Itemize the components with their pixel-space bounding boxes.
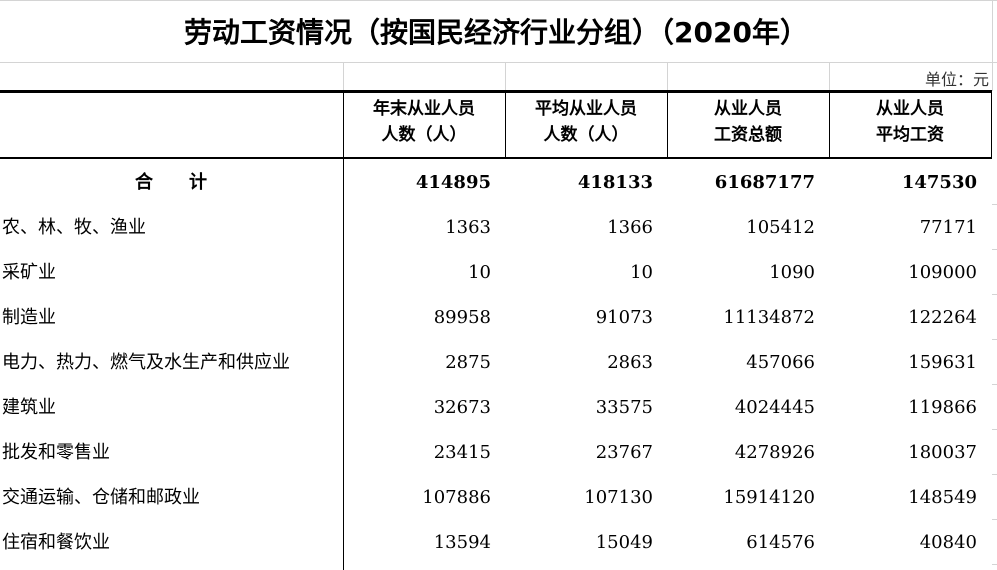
header-average-employees: 平均从业人员 人数（人） <box>505 96 667 156</box>
gridline <box>992 204 997 205</box>
value-cell: 10 <box>468 262 491 283</box>
header-line: 平均从业人员 <box>535 99 637 119</box>
gridline <box>505 63 506 91</box>
value-cell: 1090 <box>769 262 815 283</box>
value-cell: 109000 <box>908 262 977 283</box>
header-line: 工资总额 <box>714 125 782 145</box>
table-row: 制造业 89958 91073 11134872 122264 <box>0 295 992 340</box>
value-cell: 107886 <box>422 487 491 508</box>
gridline <box>992 0 993 91</box>
column-border <box>667 91 668 158</box>
industry-name: 建筑业 <box>2 397 56 418</box>
gridline <box>992 294 997 295</box>
value-cell: 77171 <box>919 217 977 238</box>
value-cell: 107130 <box>584 487 653 508</box>
gridline <box>992 384 997 385</box>
value-cell: 4278926 <box>734 442 815 463</box>
value-cell: 33575 <box>595 397 653 418</box>
gridline <box>992 474 997 475</box>
value-cell: 1366 <box>607 217 653 238</box>
table-row: 电力、热力、燃气及水生产和供应业 2875 2863 457066 159631 <box>0 340 992 385</box>
header-average-wage: 从业人员 平均工资 <box>829 96 991 156</box>
industry-name: 合 计 <box>135 172 207 193</box>
value-cell: 418133 <box>577 172 653 193</box>
industry-name: 制造业 <box>2 307 56 328</box>
value-cell: 105412 <box>746 217 815 238</box>
industry-name: 交通运输、仓储和邮政业 <box>2 487 200 508</box>
industry-name: 电力、热力、燃气及水生产和供应业 <box>2 352 290 373</box>
value-cell: 32673 <box>433 397 491 418</box>
unit-label: 单位：元 <box>924 70 989 89</box>
value-cell: 15914120 <box>723 487 815 508</box>
gridline <box>992 249 997 250</box>
table-row: 农、林、牧、渔业 1363 1366 105412 77171 <box>0 205 992 250</box>
header-line: 人数（人） <box>381 125 467 145</box>
table-row: 交通运输、仓储和邮政业 107886 107130 15914120 148549 <box>0 475 992 520</box>
gridline <box>992 564 997 565</box>
industry-name: 农、林、牧、渔业 <box>2 217 146 238</box>
header-year-end-employees: 年末从业人员 人数（人） <box>343 96 505 156</box>
value-cell: 23415 <box>433 442 491 463</box>
value-cell: 89958 <box>433 307 491 328</box>
gridline <box>667 63 668 91</box>
table-row: 建筑业 32673 33575 4024445 119866 <box>0 385 992 430</box>
total-row: 合 计 414895 418133 61687177 147530 <box>0 160 992 205</box>
industry-name: 住宿和餐饮业 <box>2 532 110 553</box>
table-row: 批发和零售业 23415 23767 4278926 180037 <box>0 430 992 475</box>
column-border <box>505 91 506 158</box>
header-line: 人数（人） <box>543 125 629 145</box>
header-line: 从业人员 <box>876 99 944 119</box>
value-cell: 614576 <box>746 532 815 553</box>
gridline <box>0 62 997 63</box>
industry-name: 采矿业 <box>2 262 56 283</box>
gridline <box>0 0 997 1</box>
value-cell: 15049 <box>595 532 653 553</box>
value-cell: 1363 <box>445 217 491 238</box>
column-border <box>829 91 830 158</box>
header-line: 年末从业人员 <box>373 99 475 119</box>
column-border <box>991 91 992 158</box>
value-cell: 2875 <box>445 352 491 373</box>
industry-name: 批发和零售业 <box>2 442 110 463</box>
header-top-border <box>0 90 992 93</box>
value-cell: 10 <box>630 262 653 283</box>
gridline <box>992 339 997 340</box>
value-cell: 91073 <box>595 307 653 328</box>
value-cell: 4024445 <box>734 397 815 418</box>
gridline <box>829 63 830 91</box>
gridline <box>992 429 997 430</box>
table-row: 住宿和餐饮业 13594 15049 614576 40840 <box>0 520 992 565</box>
header-total-wages: 从业人员 工资总额 <box>667 96 829 156</box>
value-cell: 147530 <box>901 172 977 193</box>
value-cell: 23767 <box>595 442 653 463</box>
gridline <box>992 519 997 520</box>
value-cell: 148549 <box>908 487 977 508</box>
value-cell: 159631 <box>908 352 977 373</box>
column-border <box>343 91 344 570</box>
gridline <box>343 63 344 91</box>
value-cell: 457066 <box>746 352 815 373</box>
sheet-title: 劳动工资情况（按国民经济行业分组）（2020年） <box>184 16 808 49</box>
value-cell: 13594 <box>433 532 491 553</box>
header-line: 从业人员 <box>714 99 782 119</box>
table-row: 采矿业 10 10 1090 109000 <box>0 250 992 295</box>
value-cell: 40840 <box>919 532 977 553</box>
value-cell: 414895 <box>415 172 491 193</box>
value-cell: 122264 <box>908 307 977 328</box>
header-bottom-border <box>0 157 992 159</box>
value-cell: 61687177 <box>714 172 815 193</box>
value-cell: 2863 <box>607 352 653 373</box>
value-cell: 180037 <box>908 442 977 463</box>
header-line: 平均工资 <box>876 125 944 145</box>
value-cell: 119866 <box>908 397 977 418</box>
value-cell: 11134872 <box>723 307 815 328</box>
